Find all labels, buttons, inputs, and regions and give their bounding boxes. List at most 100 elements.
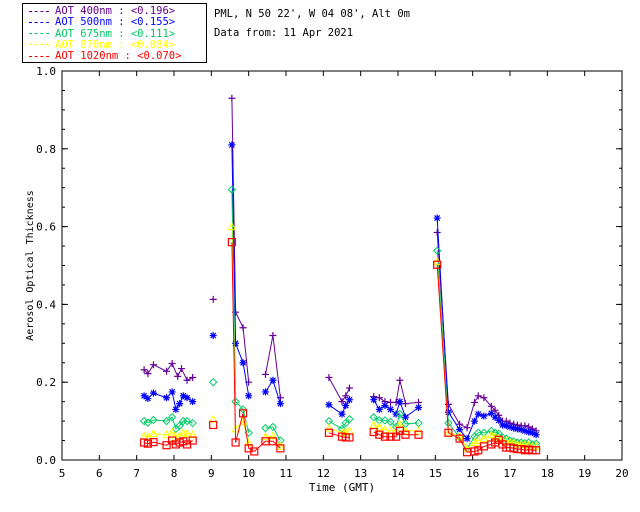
data-point-series-4 — [143, 439, 152, 448]
data-point-series-4 — [532, 446, 541, 455]
data-point-series-3 — [374, 422, 384, 431]
data-point-series-0 — [177, 365, 185, 373]
y-tick-label: 0.8 — [36, 143, 56, 156]
data-point-series-1 — [276, 400, 284, 408]
y-tick-label: 0.0 — [36, 454, 56, 467]
data-point-series-1 — [517, 426, 525, 434]
data-point-series-1 — [502, 422, 510, 430]
data-point-series-4 — [324, 428, 334, 437]
data-point-series-2 — [345, 414, 354, 424]
data-point-series-2 — [143, 418, 153, 427]
legend-line-500nm — [29, 21, 49, 23]
data-point-series-3 — [324, 423, 334, 432]
data-point-series-4 — [433, 260, 442, 269]
legend-label-500nm: AOT 500nm : <0.155> — [55, 16, 176, 29]
data-point-series-1 — [506, 423, 514, 431]
data-point-series-4 — [238, 409, 248, 418]
site-location: PML, N 50 22', W 04 08', Alt 0m — [214, 8, 410, 20]
series-line-4 — [143, 439, 193, 446]
legend-entry-870nm: AOT 870nm : <0.084> — [29, 39, 175, 51]
data-point-series-4 — [149, 438, 158, 447]
data-point-series-1 — [433, 214, 441, 222]
data-point-series-1 — [499, 421, 507, 429]
data-point-series-1 — [269, 376, 277, 384]
y-tick-label: 0.4 — [36, 298, 56, 311]
data-point-series-0 — [183, 376, 191, 384]
data-point-series-3 — [162, 430, 171, 439]
x-tick-label: 17 — [503, 467, 516, 480]
data-point-series-0 — [239, 324, 247, 332]
data-point-series-4 — [227, 238, 236, 247]
data-point-series-2 — [175, 421, 184, 430]
series-line-1 — [231, 144, 250, 396]
x-tick-label: 15 — [429, 467, 442, 480]
series-line-0 — [328, 377, 350, 403]
x-tick-label: 5 — [59, 467, 66, 480]
legend-entry-675nm: AOT 675nm : <0.111> — [29, 28, 175, 40]
series-line-2 — [231, 189, 250, 433]
data-point-series-1 — [183, 394, 191, 402]
data-point-series-1 — [176, 400, 184, 408]
data-point-series-3 — [182, 428, 192, 438]
data-point-series-0 — [209, 295, 217, 303]
x-tick-label: 6 — [96, 467, 103, 480]
legend-line-400nm — [29, 10, 49, 12]
data-point-series-4 — [250, 447, 259, 456]
x-tick-label: 7 — [133, 467, 140, 480]
data-point-series-3 — [470, 437, 479, 446]
data-point-series-3 — [208, 414, 218, 423]
data-point-series-1 — [189, 398, 197, 406]
data-point-series-0 — [261, 370, 269, 378]
data-point-series-2 — [268, 422, 278, 432]
legend-entry-400nm: AOT 400nm : <0.196> — [29, 5, 175, 17]
data-point-series-2 — [162, 416, 171, 426]
data-point-series-1 — [474, 410, 482, 418]
legend-entry-1020nm: AOT 1020nm : <0.070> — [29, 50, 181, 62]
data-point-series-0 — [474, 392, 482, 400]
data-point-series-1 — [209, 332, 217, 340]
data-point-series-1 — [510, 424, 518, 432]
x-axis-label: Time (GMT) — [309, 481, 375, 494]
data-point-series-1 — [239, 359, 247, 367]
data-point-series-1 — [463, 435, 471, 443]
legend-line-870nm — [29, 44, 49, 46]
data-point-series-1 — [144, 395, 152, 403]
data-point-series-1 — [179, 392, 187, 400]
x-tick-label: 12 — [317, 467, 330, 480]
data-point-series-1 — [245, 392, 253, 400]
data-point-series-1 — [345, 396, 353, 404]
data-point-series-1 — [149, 389, 157, 397]
x-tick-label: 18 — [541, 467, 554, 480]
data-point-series-4 — [444, 428, 453, 437]
data-point-series-0 — [487, 402, 495, 410]
legend-label-400nm: AOT 400nm : <0.196> — [55, 5, 176, 17]
data-point-series-1 — [396, 398, 404, 406]
data-point-series-4 — [375, 430, 384, 439]
series-line-1 — [436, 217, 537, 440]
data-point-series-1 — [140, 392, 148, 400]
data-point-series-1 — [491, 413, 499, 421]
data-point-series-2 — [276, 436, 285, 445]
data-point-series-1 — [342, 402, 350, 410]
data-point-series-3 — [149, 428, 158, 438]
legend-label-870nm: AOT 870nm : <0.084> — [55, 38, 176, 51]
data-point-series-2 — [188, 418, 197, 428]
series-line-4 — [231, 242, 281, 453]
data-point-series-4 — [455, 434, 464, 443]
data-point-series-4 — [162, 441, 171, 450]
x-tick-label: 9 — [208, 467, 215, 480]
series-line-3 — [265, 435, 281, 447]
data-point-series-4 — [268, 437, 278, 446]
data-point-series-1 — [532, 431, 540, 439]
legend-line-675nm — [29, 33, 49, 35]
data-point-series-2 — [227, 185, 237, 194]
data-point-series-2 — [208, 377, 218, 387]
data-point-series-2 — [182, 416, 192, 426]
data-point-series-1 — [487, 409, 495, 417]
data-point-series-3 — [369, 420, 379, 429]
data-point-series-4 — [414, 430, 423, 439]
data-point-series-0 — [140, 366, 148, 374]
data-point-series-0 — [174, 372, 182, 380]
data-point-series-3 — [178, 428, 188, 437]
